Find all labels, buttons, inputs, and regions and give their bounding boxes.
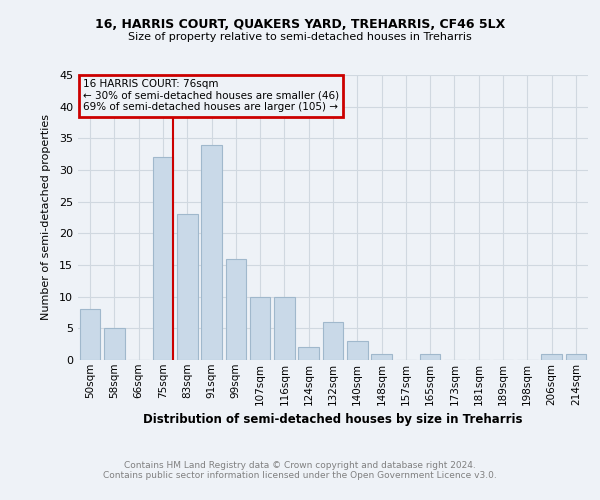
Bar: [177, 214, 197, 360]
Bar: [80, 310, 100, 360]
Text: 16, HARRIS COURT, QUAKERS YARD, TREHARRIS, CF46 5LX: 16, HARRIS COURT, QUAKERS YARD, TREHARRI…: [95, 18, 505, 30]
Text: 16 HARRIS COURT: 76sqm
← 30% of semi-detached houses are smaller (46)
69% of sem: 16 HARRIS COURT: 76sqm ← 30% of semi-det…: [83, 80, 339, 112]
Bar: [104, 328, 125, 360]
Bar: [201, 144, 222, 360]
Bar: [250, 296, 271, 360]
X-axis label: Distribution of semi-detached houses by size in Treharris: Distribution of semi-detached houses by …: [143, 413, 523, 426]
Bar: [323, 322, 343, 360]
Bar: [541, 354, 562, 360]
Bar: [371, 354, 392, 360]
Bar: [152, 158, 173, 360]
Bar: [226, 258, 246, 360]
Bar: [420, 354, 440, 360]
Bar: [274, 296, 295, 360]
Text: Contains HM Land Registry data © Crown copyright and database right 2024.
Contai: Contains HM Land Registry data © Crown c…: [103, 460, 497, 480]
Y-axis label: Number of semi-detached properties: Number of semi-detached properties: [41, 114, 50, 320]
Bar: [298, 348, 319, 360]
Bar: [566, 354, 586, 360]
Text: Size of property relative to semi-detached houses in Treharris: Size of property relative to semi-detach…: [128, 32, 472, 42]
Bar: [347, 341, 368, 360]
